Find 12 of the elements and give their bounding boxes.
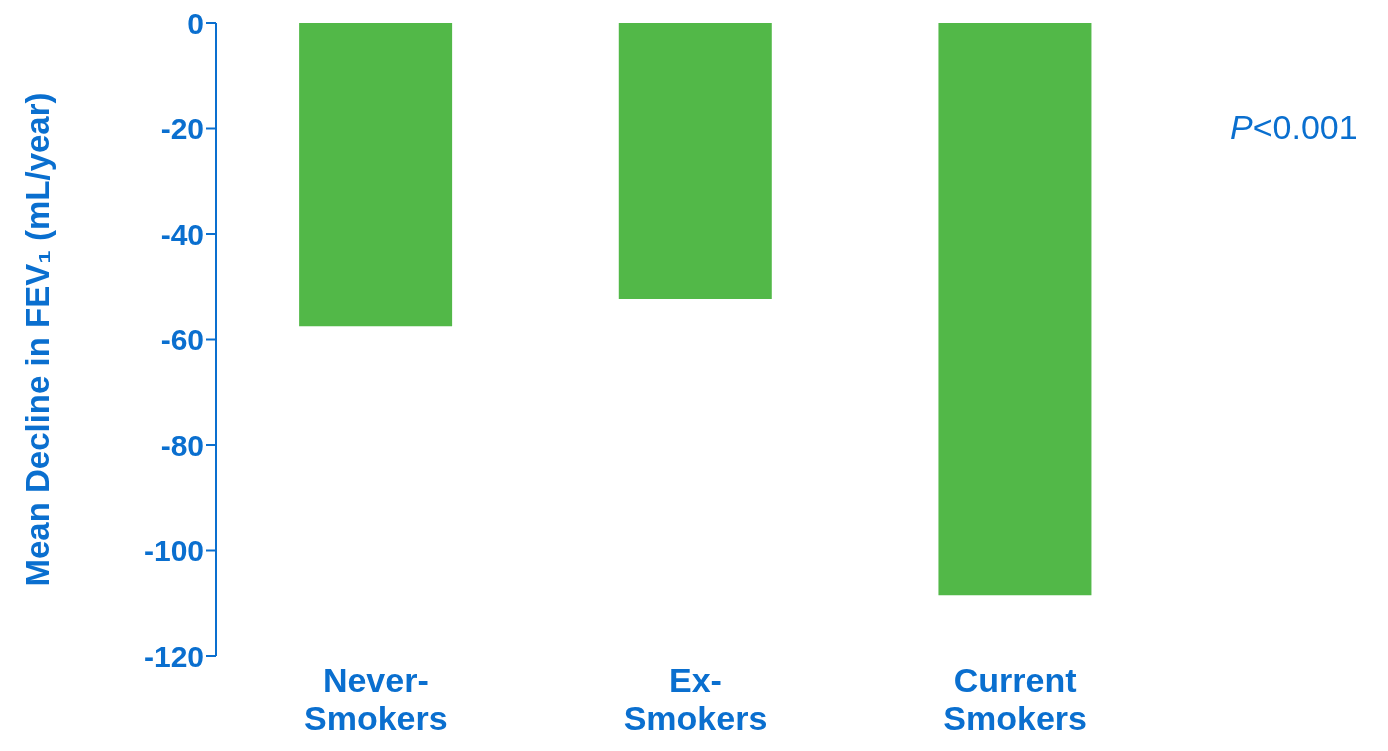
y-tick-label: -60 [160, 323, 204, 357]
y-tick-label: -100 [143, 534, 204, 568]
y-tick-label: -120 [143, 639, 204, 673]
x-tick-label: Current Smokers [943, 661, 1087, 737]
x-tick-label: Ex-Smokers [623, 661, 768, 737]
y-axis-title: Mean Decline in FEV₁ (mL/year) [18, 92, 56, 587]
y-tick-label: 0 [187, 6, 204, 40]
x-tick-label: Never-Smokers [304, 661, 448, 737]
y-tick-label: -20 [160, 112, 204, 146]
y-tick-label: -40 [160, 217, 204, 251]
y-tick-label: -80 [160, 428, 204, 462]
text: P<0.001 [1230, 108, 1358, 147]
